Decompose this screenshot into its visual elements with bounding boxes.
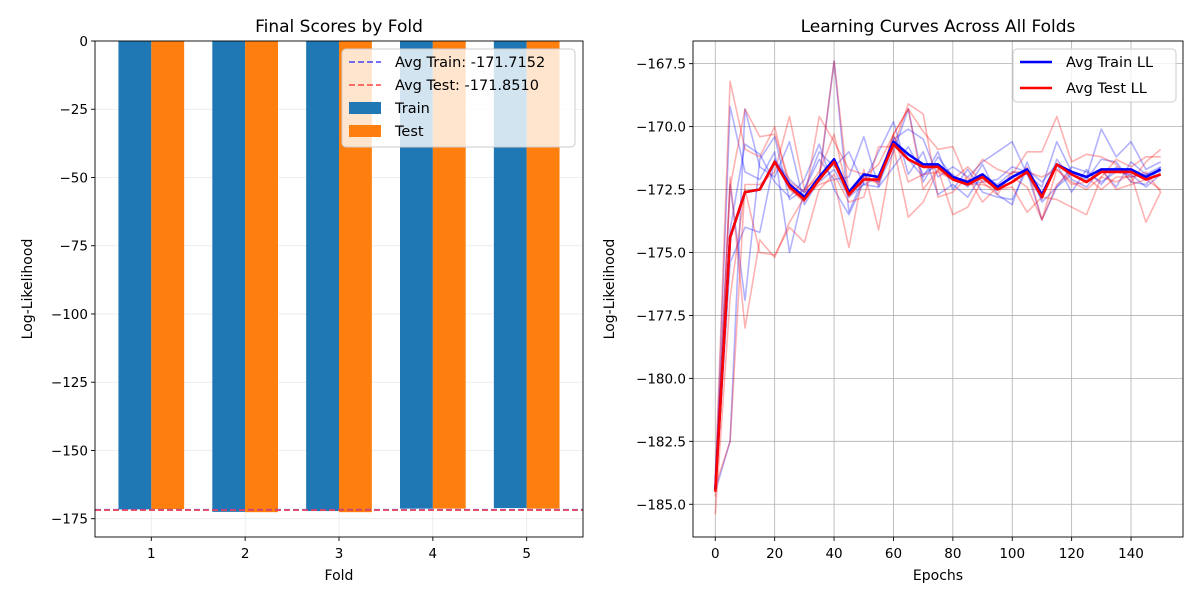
- avg-test-line: [714, 142, 1162, 492]
- x-tick-label: 3: [335, 546, 344, 562]
- x-tick-label: 20: [766, 546, 783, 562]
- legend-box: [1012, 48, 1177, 103]
- x-tick-label: 120: [1059, 546, 1085, 562]
- x-tick-label: 5: [522, 546, 531, 562]
- bar-train-fold-1: [118, 41, 152, 510]
- legend-label: Avg Test LL: [1066, 81, 1147, 97]
- x-tick-label: 2: [241, 546, 250, 562]
- left-chart-title: Final Scores by Fold: [255, 17, 423, 37]
- y-tick-label: −175: [51, 512, 88, 528]
- bar-train-fold-2: [212, 41, 246, 512]
- left-x-axis-label: Fold: [325, 568, 354, 584]
- y-tick-label: −50: [60, 170, 89, 186]
- x-tick-label: 0: [711, 546, 720, 562]
- x-tick-label: 40: [825, 546, 842, 562]
- right-ticks: −167.5 −170.0 −172.5 −175.0 −177.5 −180.0 −182…: [636, 57, 1144, 562]
- bar-test-fold-2: [245, 41, 278, 513]
- y-tick-label: −170.0: [636, 120, 686, 136]
- legend-label: Avg Train LL: [1066, 55, 1153, 71]
- left-y-axis-label: Log-Likelihood: [20, 239, 36, 340]
- fold-train-line-3: [714, 120, 1161, 490]
- legend-label: Test: [394, 124, 424, 140]
- line-chart-learning-curves: Learning Curves Across All Folds −167.5−…: [602, 17, 1184, 584]
- legend-patch-swatch: [349, 102, 381, 114]
- right-lines: [714, 60, 1162, 515]
- legend-label: Avg Test: -171.8510: [395, 78, 539, 94]
- y-tick-label: −25: [60, 102, 89, 118]
- fold-test-line-1: [714, 80, 1162, 480]
- y-tick-label: −182.5: [636, 434, 686, 450]
- y-tick-label: −172.5: [636, 183, 686, 199]
- left-legend: Avg Train: -171.7152 Avg Test: -171.8510 T…: [341, 48, 576, 148]
- y-tick-label: −180.0: [636, 371, 686, 387]
- y-tick-label: −185.0: [636, 497, 686, 513]
- right-y-axis-label: Log-Likelihood: [602, 239, 618, 340]
- legend-patch-swatch: [349, 125, 381, 137]
- legend-label: Avg Train: -171.7152: [395, 55, 545, 71]
- legend-label: Train: [394, 101, 430, 117]
- y-tick-label: −75: [60, 239, 89, 255]
- right-x-axis-label: Epochs: [913, 568, 963, 584]
- x-tick-label: 100: [999, 546, 1025, 562]
- right-plot-frame: [692, 40, 1184, 538]
- y-tick-label: −150: [51, 443, 88, 459]
- right-chart-title: Learning Curves Across All Folds: [801, 17, 1076, 37]
- left-ticks: 0 −25 −50 −75 −100 −125 −150 −175 1 2 3 4 5: [51, 34, 531, 562]
- x-tick-label: 60: [885, 546, 902, 562]
- bar-test-fold-1: [151, 41, 185, 510]
- y-tick-label: −167.5: [636, 57, 686, 73]
- y-tick-label: −175.0: [636, 245, 686, 261]
- left-bars: [118, 41, 560, 513]
- fold-test-line-4: [714, 108, 1161, 482]
- right-plot-area: [693, 41, 1183, 537]
- fold-train-line-5: [714, 60, 1162, 492]
- y-tick-label: −125: [51, 375, 88, 391]
- right-grid: [693, 41, 1183, 537]
- x-tick-label: 4: [429, 546, 438, 562]
- bar-train-fold-3: [306, 41, 339, 512]
- fold-train-line-2: [714, 135, 1162, 487]
- x-tick-label: 80: [944, 546, 961, 562]
- y-tick-label: −177.5: [636, 308, 686, 324]
- bar-chart-final-scores: Final Scores by Fold 0 −25 −50 −75 −100 −125 −…: [20, 17, 584, 584]
- right-legend: Avg Train LL Avg Test LL: [1012, 48, 1177, 103]
- y-tick-label: −100: [51, 307, 88, 323]
- x-tick-label: 1: [147, 546, 156, 562]
- fold-test-line-2: [714, 145, 1162, 497]
- legend-box: [341, 48, 576, 148]
- x-tick-label: 140: [1118, 546, 1144, 562]
- y-tick-label: 0: [79, 34, 88, 50]
